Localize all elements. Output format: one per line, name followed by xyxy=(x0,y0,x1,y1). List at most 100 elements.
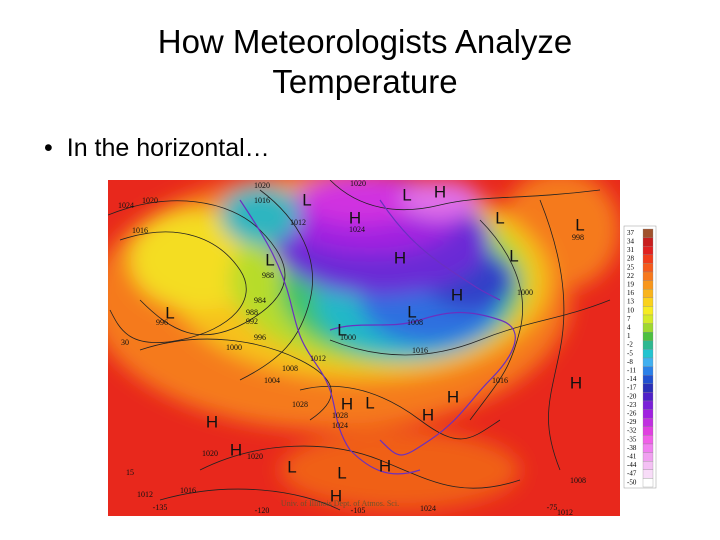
pressure-center: H xyxy=(230,440,242,459)
pressure-center: L xyxy=(575,215,584,234)
legend-label: 25 xyxy=(627,263,635,271)
temperature-shading xyxy=(108,180,620,510)
legend-label: 37 xyxy=(627,229,635,237)
legend-label: 22 xyxy=(627,272,635,280)
pressure-center: H xyxy=(434,182,446,201)
isobar-label: -135 xyxy=(153,503,168,512)
legend-swatch xyxy=(642,400,654,410)
isobar-label: 1020 xyxy=(247,452,263,461)
isobar-label: -120 xyxy=(255,506,270,515)
legend-label: -44 xyxy=(627,461,637,469)
isobar-label: 1024 xyxy=(349,225,365,234)
isobar-label: 1016 xyxy=(132,226,148,235)
map-field: 1020 1020 1024 1020 1016 1016 1012 1024 988 984 98… xyxy=(108,179,620,517)
isobar-label: 988 xyxy=(262,271,274,280)
legend-label: 19 xyxy=(627,281,635,289)
isobar-label: 996 xyxy=(156,318,168,327)
legend-swatch xyxy=(642,452,654,462)
pressure-center: H xyxy=(349,208,361,227)
isobar-label: 15 xyxy=(126,468,134,477)
legend-swatch xyxy=(642,349,654,359)
legend-swatch xyxy=(642,254,654,264)
pressure-center: L xyxy=(287,457,296,476)
pressure-center: L xyxy=(165,303,174,322)
title-line: Temperature xyxy=(272,63,458,100)
isobar-label: 1024 xyxy=(332,421,348,430)
pressure-center: L xyxy=(402,185,411,204)
isobar-label: 1008 xyxy=(407,318,423,327)
legend-swatch xyxy=(642,332,654,341)
legend-label: -41 xyxy=(627,453,637,461)
legend-swatch xyxy=(642,443,654,453)
pressure-center: H xyxy=(379,456,391,475)
legend-swatch xyxy=(642,366,654,376)
pressure-center: H xyxy=(341,394,353,413)
legend-label: 13 xyxy=(627,298,635,306)
pressure-center: L xyxy=(337,320,346,339)
pressure-center: L xyxy=(407,302,416,321)
legend-label: 4 xyxy=(627,324,631,332)
isobar-label: 1012 xyxy=(557,508,573,517)
legend-swatch xyxy=(642,409,654,419)
legend-label: 34 xyxy=(627,238,635,246)
isobar-label: 1008 xyxy=(570,476,586,485)
isobar-label: 1016 xyxy=(412,346,428,355)
pressure-center: H xyxy=(451,285,463,304)
isobar-label: 984 xyxy=(254,296,266,305)
isobar-label: 1000 xyxy=(517,288,533,297)
legend-label: -11 xyxy=(627,367,637,375)
legend-swatch xyxy=(642,306,654,316)
isobar-label: 1028 xyxy=(332,411,348,420)
legend-label: -17 xyxy=(627,384,637,392)
isobar-label: 30 xyxy=(121,338,129,347)
legend-swatch xyxy=(642,340,654,350)
legend-swatch xyxy=(642,314,654,324)
isobar-label: 1016 xyxy=(254,196,270,205)
isobar-label: 992 xyxy=(246,317,258,326)
legend-label: -14 xyxy=(627,375,637,383)
legend-swatch xyxy=(642,392,654,402)
isobars xyxy=(108,180,611,511)
isobar-label: 1020 xyxy=(202,449,218,458)
legend-label: -8 xyxy=(627,358,633,366)
isobar-label: 1024 xyxy=(118,201,134,210)
legend-label: -29 xyxy=(627,418,637,426)
legend-label: -5 xyxy=(627,349,633,357)
isobar-label: 1016 xyxy=(180,486,196,495)
legend-label: -2 xyxy=(627,341,633,349)
pressure-center: H xyxy=(206,412,218,431)
legend-swatch xyxy=(642,289,654,298)
legend-swatch xyxy=(642,426,654,436)
pressure-center: L xyxy=(337,463,346,482)
title-line: How Meteorologists Analyze xyxy=(157,23,573,60)
legend-swatch xyxy=(642,469,654,479)
legend-label: -47 xyxy=(627,470,637,478)
legend: 37343128252219161310741-2-5-8-11-14-17-2… xyxy=(627,228,654,488)
isobar-label: 1020 xyxy=(350,179,366,188)
isobar-label: 1008 xyxy=(282,364,298,373)
legend-swatch xyxy=(642,357,654,367)
isobar-label: 1000 xyxy=(226,343,242,352)
legend-label: -38 xyxy=(627,444,637,452)
legend-label: 28 xyxy=(627,255,635,263)
legend-label: -32 xyxy=(627,427,637,435)
map-credit: Univ. of Illinois Dept. of Atmos. Sci. xyxy=(281,499,399,508)
legend-label: 31 xyxy=(627,246,635,254)
isobar-label: 1016 xyxy=(492,376,508,385)
isobar-label: 1012 xyxy=(137,490,153,499)
isobar-label: 1024 xyxy=(420,504,436,513)
legend-swatch xyxy=(642,237,654,247)
isobar-label: 1020 xyxy=(142,196,158,205)
pressure-center: L xyxy=(495,208,504,227)
pressure-center: H xyxy=(422,405,434,424)
legend-swatch xyxy=(642,263,654,273)
legend-swatch xyxy=(642,383,654,393)
pressure-center: H xyxy=(330,486,342,505)
legend-swatch xyxy=(642,478,654,488)
legend-label: -50 xyxy=(627,478,637,486)
pressure-center: L xyxy=(265,250,274,269)
legend-swatch xyxy=(642,228,654,238)
isobar-label: 1012 xyxy=(290,218,306,227)
